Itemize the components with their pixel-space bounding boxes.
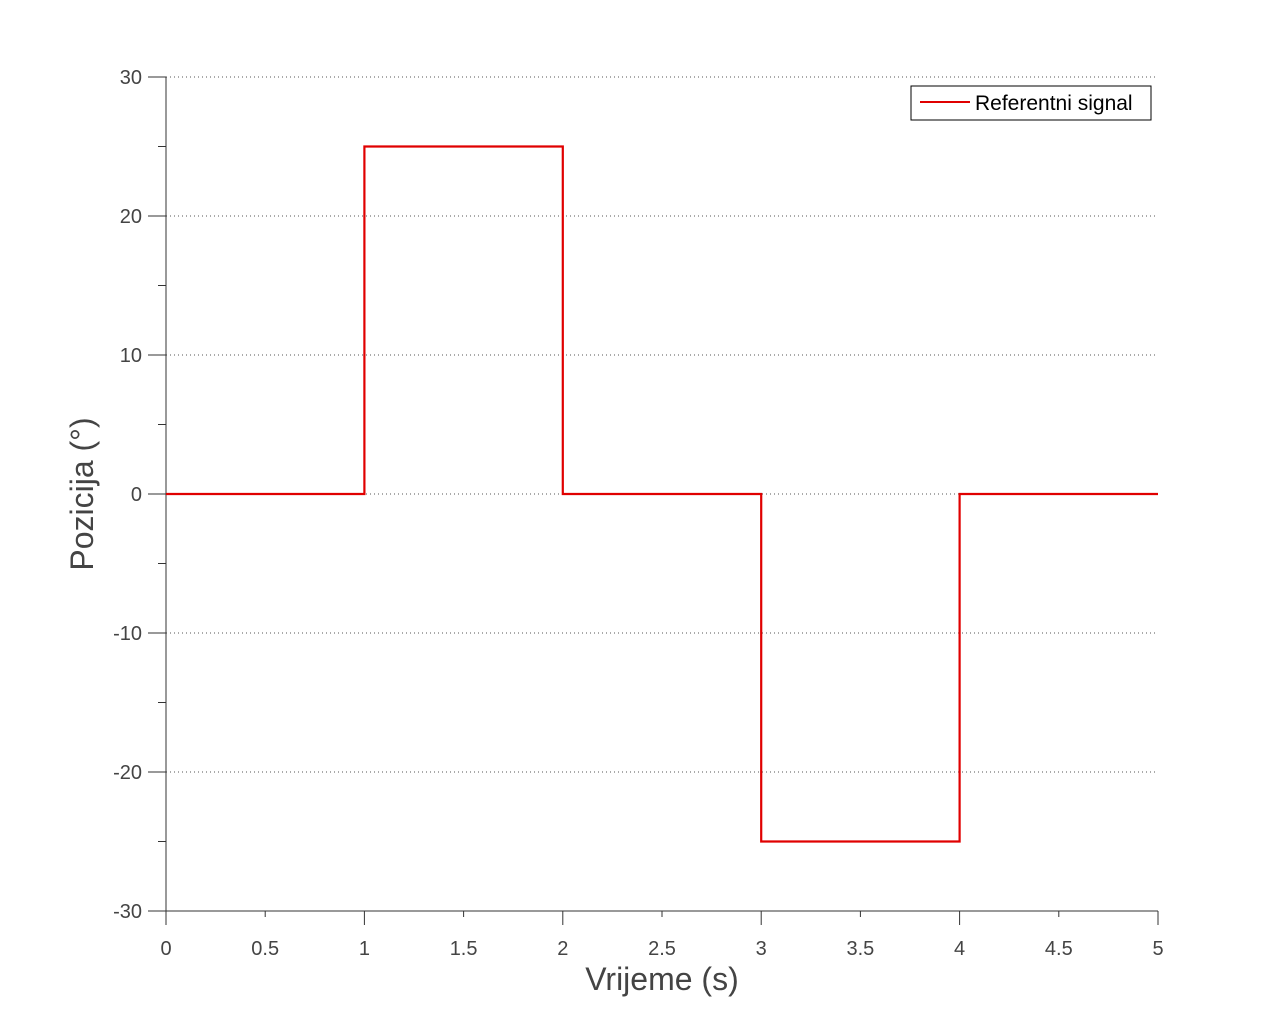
- x-tick-label: 1.5: [450, 938, 478, 960]
- y-tick-label: -30: [113, 901, 142, 923]
- x-tick-label: 4.5: [1045, 938, 1073, 960]
- x-tick-label: 3: [756, 938, 767, 960]
- y-tick-label: -20: [113, 762, 142, 784]
- axes: -30 -20 -10 0 10 20 30 0 0.5 1 1.5 2 2.5 3 3.5 4 4.5 5: [113, 67, 1163, 960]
- y-tick-label: 10: [120, 345, 142, 367]
- x-axis-title: Vrijeme (s): [585, 961, 738, 997]
- x-tick-label: 1: [359, 938, 370, 960]
- y-tick-label: 0: [131, 484, 142, 506]
- x-tick-label: 2.5: [648, 938, 676, 960]
- y-tick-label: 20: [120, 206, 142, 228]
- grid-lines: [166, 76, 1158, 773]
- series-layer: [166, 145, 1158, 843]
- series-line-referentni-signal: [166, 145, 1158, 843]
- y-axis-title: Pozicija (°): [64, 417, 100, 570]
- y-tick-label: -10: [113, 623, 142, 645]
- x-tick-label: 2: [557, 938, 568, 960]
- x-tick-label: 3.5: [846, 938, 874, 960]
- legend-label: Referentni signal: [975, 92, 1133, 115]
- legend: Referentni signal: [910, 85, 1152, 121]
- x-tick-label: 5: [1152, 938, 1163, 960]
- y-tick-label: 30: [120, 67, 142, 89]
- x-tick-label: 0: [160, 938, 171, 960]
- x-tick-label: 4: [954, 938, 965, 960]
- x-tick-label: 0.5: [251, 938, 279, 960]
